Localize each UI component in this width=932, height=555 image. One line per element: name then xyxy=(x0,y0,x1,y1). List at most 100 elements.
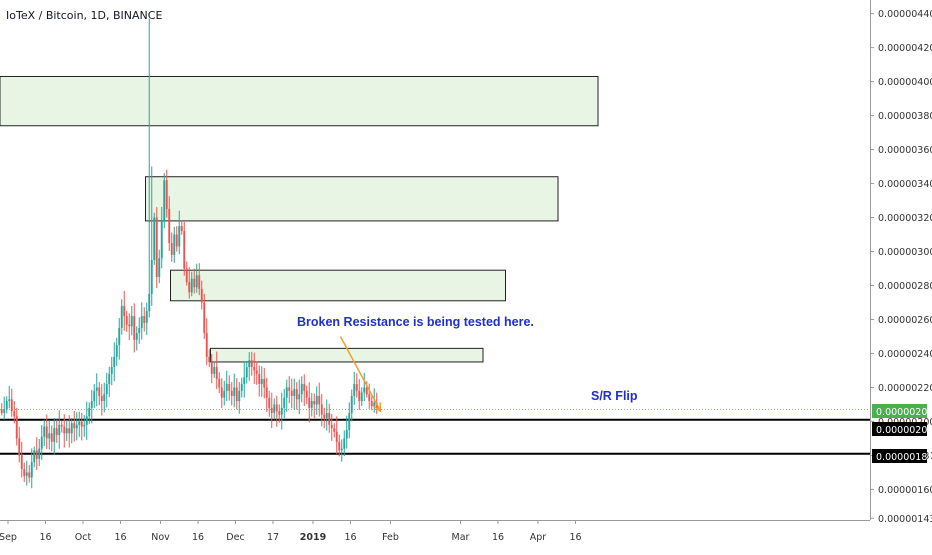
candle-body xyxy=(230,390,233,396)
candle-body xyxy=(323,414,326,419)
broken-resistance-annotation: Broken Resistance is being tested here. xyxy=(297,315,534,329)
candle-body xyxy=(303,384,306,391)
candle-body xyxy=(13,411,16,417)
x-tick-label: 17 xyxy=(267,532,279,543)
sr-flip-annotation: S/R Flip xyxy=(591,389,638,403)
x-tick-label: Feb xyxy=(382,532,399,543)
y-tick-label: 0.00000260 xyxy=(878,315,932,326)
candle-body xyxy=(268,397,271,408)
trend-arrow-head xyxy=(372,402,382,413)
candle-body xyxy=(248,360,251,368)
candle-body xyxy=(358,390,361,402)
y-tick-label: 0.00000220 xyxy=(878,383,932,394)
y-tick-label: 0.00000380 xyxy=(878,111,932,122)
candle-body xyxy=(63,426,66,434)
candle-body xyxy=(48,433,51,439)
candle-body xyxy=(300,384,303,395)
y-tick-label: 0.00000240 xyxy=(878,349,932,360)
candle-body xyxy=(28,472,31,478)
candle-body xyxy=(70,423,73,434)
candle-body xyxy=(210,361,213,374)
candle-body xyxy=(23,469,26,476)
candle-body xyxy=(43,426,46,437)
candle-body xyxy=(338,441,341,451)
candle-body xyxy=(355,384,358,391)
candle-body xyxy=(18,438,21,456)
candle-body xyxy=(250,360,253,368)
candle-body xyxy=(198,275,201,289)
candle-body xyxy=(125,316,128,325)
candle-body xyxy=(110,367,113,374)
x-tick-label: 16 xyxy=(39,532,51,543)
candle-body xyxy=(350,395,353,413)
x-tick-label: Sep xyxy=(0,532,17,543)
candle-body xyxy=(370,401,373,407)
candle-body xyxy=(203,302,206,334)
candle-body xyxy=(315,395,318,405)
y-tick-label: 0.00000360 xyxy=(878,145,932,156)
candle-body xyxy=(215,367,218,379)
candle-body xyxy=(333,428,336,432)
candle-body xyxy=(343,438,346,449)
candle-body xyxy=(205,333,208,357)
candle-body xyxy=(15,416,18,439)
candle-body xyxy=(78,421,81,425)
candle-body xyxy=(8,399,11,402)
candle-body xyxy=(148,293,151,311)
candle-body xyxy=(373,402,376,407)
candle-body xyxy=(298,394,301,400)
candle-body xyxy=(105,384,108,395)
y-tick-label: 0.00000143 xyxy=(878,514,932,525)
last-price-badge-bg xyxy=(872,404,927,418)
x-tick-label: Dec xyxy=(226,532,244,543)
candle-body xyxy=(293,389,296,396)
candle-body xyxy=(30,462,33,478)
candle-body xyxy=(130,316,133,327)
candle-body xyxy=(328,412,331,425)
candle-body xyxy=(68,428,71,434)
candle-body xyxy=(235,387,238,402)
candle-body xyxy=(160,220,163,259)
candle-body xyxy=(288,387,291,391)
candle-body xyxy=(113,356,116,368)
candle-body xyxy=(155,217,158,277)
candle-body xyxy=(45,426,48,439)
candle-body xyxy=(20,455,23,470)
candle-body xyxy=(103,394,106,402)
y-tick-label: 0.00000420 xyxy=(878,43,932,54)
candle-body xyxy=(73,423,76,429)
candle-body xyxy=(283,397,286,408)
trend-arrow-line xyxy=(339,336,382,412)
candle-body xyxy=(273,404,276,413)
x-tick-label: 16 xyxy=(114,532,126,543)
candle-body xyxy=(53,428,56,442)
candle-body xyxy=(340,448,343,451)
candle-body xyxy=(365,387,368,395)
candle-body xyxy=(88,407,91,417)
candle-body xyxy=(280,407,283,415)
candle-body xyxy=(150,260,153,294)
candle-body xyxy=(180,226,183,232)
candle-body xyxy=(353,384,356,396)
candle-body xyxy=(5,401,8,410)
candle-body xyxy=(310,401,313,408)
candle-body xyxy=(38,448,41,459)
candle-body xyxy=(263,378,266,388)
candle-body xyxy=(145,310,148,323)
candle-body xyxy=(175,234,178,247)
x-tick-label: 16 xyxy=(344,532,356,543)
x-tick-label: 16 xyxy=(192,532,204,543)
candle-body xyxy=(265,387,268,398)
candle-body xyxy=(275,404,278,412)
candle-body xyxy=(225,384,228,391)
candle-body xyxy=(58,424,61,436)
candle-body xyxy=(258,373,261,385)
x-tick-label: Mar xyxy=(452,532,470,543)
candle-body xyxy=(25,472,28,476)
candle-body xyxy=(50,433,53,442)
candle-body xyxy=(83,424,86,427)
y-tick-label: 0.00000280 xyxy=(878,281,932,292)
candle-body xyxy=(178,226,181,247)
